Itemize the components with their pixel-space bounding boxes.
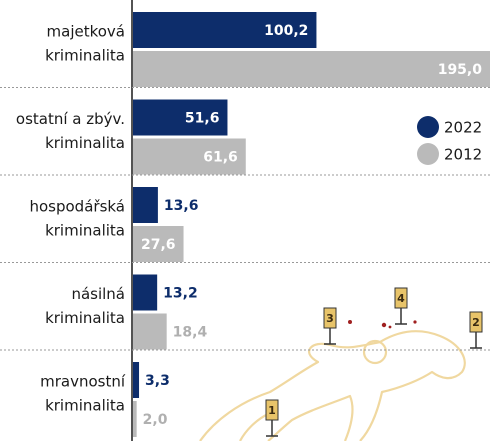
value-label: 2,0	[143, 412, 168, 428]
marker-number: 4	[397, 292, 405, 305]
category-label: hospodářská	[29, 198, 125, 216]
category-label: majetková	[47, 23, 125, 41]
marker-number: 3	[326, 312, 334, 325]
legend-swatch	[417, 116, 439, 138]
value-label: 3,3	[145, 373, 170, 389]
category-label: kriminalita	[45, 309, 125, 327]
legend-swatch	[417, 143, 439, 165]
category-label: násilná	[71, 285, 125, 303]
bar	[133, 362, 139, 398]
category-label: kriminalita	[45, 47, 125, 65]
value-label: 61,6	[203, 150, 238, 166]
category-label: kriminalita	[45, 222, 125, 240]
value-label: 13,2	[163, 286, 198, 302]
legend-label: 2012	[444, 146, 482, 164]
category-label: kriminalita	[45, 134, 125, 152]
value-label: 13,6	[164, 198, 199, 214]
category-label: mravnostní	[40, 373, 126, 391]
crime-scene-illustration	[200, 320, 465, 441]
value-label: 195,0	[438, 62, 483, 78]
bar	[133, 187, 158, 223]
category-label: kriminalita	[45, 397, 125, 415]
bar	[133, 51, 490, 87]
bar	[133, 314, 167, 350]
head-outline	[364, 341, 386, 363]
value-label: 27,6	[141, 237, 176, 253]
bar	[133, 275, 157, 311]
bar	[133, 401, 137, 437]
value-label: 51,6	[185, 111, 220, 127]
chart: 1 2 3 4 majetková kriminalita 100,2 195,0 ostat…	[0, 0, 490, 441]
marker-number: 1	[268, 404, 276, 417]
value-label: 18,4	[173, 325, 208, 341]
marker-number: 2	[472, 316, 480, 329]
category-label: ostatní a zbýv.	[16, 110, 125, 128]
body-outline	[200, 331, 465, 441]
legend-label: 2022	[444, 119, 482, 137]
value-label: 100,2	[264, 23, 308, 39]
